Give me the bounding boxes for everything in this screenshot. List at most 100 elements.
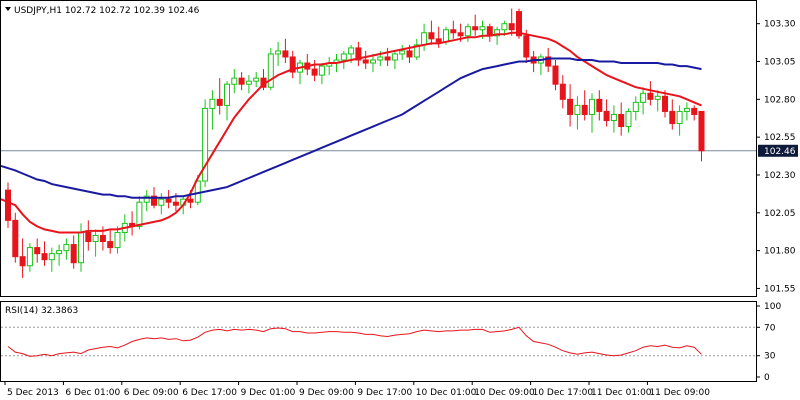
rsi-panel-frame	[0, 301, 757, 382]
candle-bullish	[136, 201, 143, 227]
candle-bullish	[224, 83, 230, 106]
candle-bearish	[435, 38, 442, 43]
candle-bullish	[625, 110, 632, 128]
candle-bearish	[559, 83, 566, 100]
candle-bullish	[48, 253, 55, 261]
candle-bullish	[421, 32, 428, 46]
candle-bullish	[377, 56, 384, 61]
time-tick-label: 9 Dec 01:00	[241, 388, 296, 398]
price-tick-label: 103.30	[764, 20, 796, 30]
candle-bullish	[78, 231, 84, 264]
candle-bearish	[457, 32, 464, 37]
candle-bullish	[267, 53, 274, 88]
candle-bearish	[450, 29, 457, 34]
time-axis: 5 Dec 2013 6 Dec 01:00 6 Dec 09:00 6 Dec 17…	[4, 381, 710, 398]
candle-bullish	[275, 50, 282, 55]
time-tick-label: 10 Dec 17:00	[533, 388, 594, 398]
rsi-axis: 100 70 30 0	[756, 302, 781, 383]
candle-bearish	[70, 244, 77, 264]
candle-bullish	[245, 80, 252, 85]
price-tick-label: 101.80	[764, 247, 796, 257]
rsi-tick-label: 30	[764, 352, 776, 362]
price-tick-label: 102.05	[764, 209, 796, 219]
candle-bullish	[143, 195, 150, 203]
time-tick-label: 6 Dec 01:00	[65, 388, 120, 398]
candle-bearish	[603, 110, 610, 122]
time-tick-label: 6 Dec 17:00	[182, 388, 237, 398]
symbol-header: USDJPY,H1 102.72 102.72 102.39 102.46	[5, 6, 200, 16]
candle-bearish	[289, 56, 296, 73]
candle-bearish	[581, 104, 588, 115]
candle-bearish	[12, 219, 19, 258]
rsi-tick-label: 0	[764, 373, 770, 383]
rsi-tick-label: 100	[764, 302, 781, 312]
candle-bullish	[231, 77, 238, 85]
candle-bearish	[428, 32, 435, 40]
candle-bearish	[41, 253, 48, 261]
candle-bearish	[669, 110, 676, 125]
candle-bullish	[574, 104, 581, 115]
price-tick-label: 102.30	[764, 171, 796, 181]
candle-bullish	[194, 180, 201, 203]
candle-bullish	[253, 77, 260, 82]
price-axis: 103.30 103.05 102.80 102.55 102.30 102.05 101.…	[756, 20, 798, 294]
candle-bullish	[589, 98, 595, 115]
candle-bearish	[516, 11, 522, 37]
candle-bearish	[216, 98, 223, 106]
candle-bearish	[472, 26, 479, 31]
candle-bearish	[698, 110, 705, 152]
candle-bullish	[340, 53, 347, 61]
candle-bearish	[545, 56, 552, 67]
candle-bullish	[399, 50, 406, 55]
candle-bullish	[348, 47, 355, 55]
candle-bullish	[114, 231, 121, 249]
time-tick-label: 6 Dec 09:00	[124, 388, 179, 398]
candle-bearish	[523, 35, 530, 58]
moving-average-slow	[0, 57, 702, 199]
price-tick-label: 102.80	[764, 95, 796, 105]
time-tick-label: 5 Dec 2013	[7, 388, 59, 398]
candle-bearish	[406, 50, 413, 58]
moving-average-fast	[0, 31, 702, 234]
candle-bearish	[567, 98, 574, 115]
candle-bullish	[202, 107, 209, 182]
candle-bearish	[647, 92, 654, 100]
candle-bullish	[683, 107, 690, 112]
candle-bullish	[479, 26, 486, 31]
candle-bullish	[26, 247, 33, 267]
candle-bearish	[99, 234, 106, 243]
price-plot	[0, 8, 756, 278]
candle-bullish	[654, 95, 661, 100]
current-price-label: 102.46	[764, 147, 796, 157]
candle-bearish	[362, 59, 369, 64]
time-tick-label: 11 Dec 01:00	[591, 388, 652, 398]
price-tick-label: 102.55	[764, 133, 796, 143]
rsi-plot	[1, 326, 756, 357]
candle-bullish	[640, 92, 647, 103]
candle-bearish	[618, 113, 625, 128]
candle-bullish	[370, 59, 376, 64]
candle-bearish	[355, 47, 362, 61]
candle-bearish	[107, 241, 114, 249]
candle-bearish	[151, 195, 157, 206]
price-tick-label: 103.05	[764, 58, 796, 68]
candle-bearish	[34, 247, 41, 255]
candle-bullish	[391, 53, 398, 61]
candle-bearish	[238, 77, 245, 85]
time-tick-label: 10 Dec 01:00	[416, 388, 477, 398]
rsi-line	[7, 326, 702, 357]
candle-bearish	[165, 198, 172, 203]
candle-bullish	[318, 65, 325, 76]
candle-bearish	[19, 256, 26, 267]
rsi-title: RSI(14) 32.3863	[5, 306, 78, 316]
time-tick-label: 9 Dec 09:00	[299, 388, 354, 398]
time-tick-label: 11 Dec 09:00	[649, 388, 710, 398]
time-tick-label: 10 Dec 09:00	[474, 388, 535, 398]
current-price-badge	[758, 144, 798, 157]
candle-bullish	[464, 26, 471, 37]
candle-bullish	[610, 113, 617, 122]
candle-bullish	[209, 98, 216, 109]
candle-bearish	[508, 23, 515, 31]
candle-bearish	[85, 231, 92, 243]
candle-bullish	[158, 198, 165, 206]
